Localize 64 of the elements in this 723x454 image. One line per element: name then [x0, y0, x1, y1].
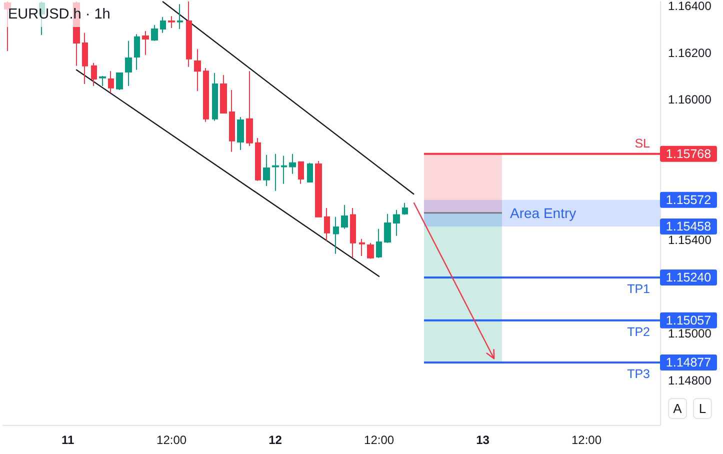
candlestick: [298, 161, 304, 184]
candlestick: [315, 160, 322, 218]
candlestick: [289, 153, 296, 174]
candlestick: [151, 24, 158, 42]
candlestick: [384, 213, 391, 244]
x-tick-label: 12:00: [364, 433, 394, 447]
candlestick: [402, 202, 408, 216]
text: 1.15572: [666, 192, 712, 207]
candlestick: [212, 72, 218, 122]
candlestick: [229, 90, 235, 152]
candlestick: [194, 48, 201, 92]
candlestick: [393, 209, 400, 236]
chart-title: EURUSD.h · 1h: [8, 6, 110, 22]
x-tick-label: 11: [61, 433, 75, 447]
ref-line-label: SL: [634, 136, 650, 150]
band-label: Area Entry: [510, 205, 576, 222]
y-tick-label: 1.16000: [668, 92, 712, 107]
candlestick: [91, 62, 97, 87]
candlestick: [324, 208, 330, 242]
y-tick-label: 1.15400: [668, 233, 712, 248]
candlestick: [220, 74, 227, 114]
y-tick-label: 1.14800: [668, 374, 712, 388]
text: 1.15458: [666, 220, 712, 234]
candlestick: [99, 75, 106, 87]
candlestick: [307, 162, 313, 183]
candlestick: [186, 0, 192, 68]
ref-line-label: TP2: [627, 324, 650, 339]
ref-line-label: TP3: [627, 367, 650, 381]
candlestick: [203, 68, 209, 122]
y-tick-label: 1.16200: [668, 46, 712, 60]
ref-line-label: TP1: [627, 282, 650, 296]
y-tick-label: 1.15000: [668, 326, 712, 341]
x-tick-label: 12: [268, 433, 282, 447]
candlestick: [82, 32, 88, 84]
candlestick: [281, 155, 287, 184]
text: 1.15057: [666, 313, 712, 328]
text: 1.14877: [666, 356, 712, 370]
candlestick: [350, 208, 356, 258]
x-tick-label: 12:00: [156, 433, 187, 447]
candlestick: [376, 228, 382, 258]
candlestick: [160, 16, 166, 34]
candlestick: [142, 30, 149, 56]
candlestick: [134, 34, 140, 70]
text: 1.15768: [666, 146, 712, 161]
candlestick: [341, 204, 348, 230]
x-tick-label: 12:00: [572, 433, 602, 447]
candlestick: [177, 4, 183, 30]
button: L: [693, 398, 712, 419]
candlestick: [116, 72, 123, 91]
button: A: [668, 398, 687, 419]
candlestick: [359, 238, 365, 256]
candlestick: [125, 40, 132, 87]
candlestick: [108, 70, 114, 94]
candlestick: [263, 154, 270, 187]
y-tick-label: 1.16400: [668, 0, 712, 13]
candlestick: [237, 116, 244, 150]
candlestick: [255, 138, 261, 182]
candlestick: [367, 242, 374, 260]
candlestick: [333, 216, 339, 254]
candlestick: [272, 153, 279, 192]
candlestick: [246, 70, 253, 146]
x-tick-label: 13: [476, 433, 490, 447]
candlestick: [168, 16, 175, 29]
text: 1.15240: [666, 270, 712, 285]
